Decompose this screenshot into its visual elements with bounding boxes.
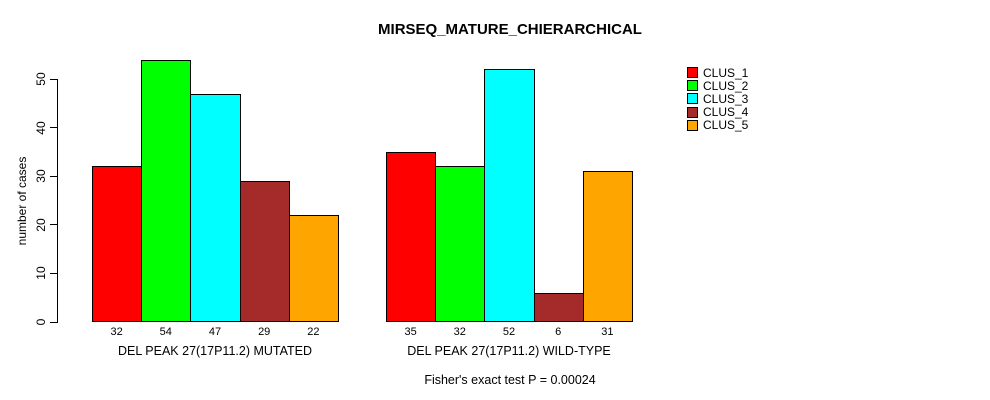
bar-value-label: 31	[601, 326, 614, 338]
legend-label: CLUS_2	[703, 78, 749, 93]
legend-label: CLUS_5	[703, 118, 749, 133]
y-tick	[50, 224, 57, 226]
bar-value-label: 29	[258, 326, 271, 338]
legend-item-CLUS_4: CLUS_4	[687, 106, 748, 119]
legend-swatch	[687, 106, 698, 118]
chart-title: MIRSEQ_MATURE_CHIERARCHICAL	[378, 21, 642, 38]
bar-value-label: 32	[110, 326, 123, 338]
y-axis-line	[57, 79, 58, 323]
bar-CLUS_1-group1	[92, 166, 143, 322]
group-label: DEL PEAK 27(17P11.2) WILD-TYPE	[407, 344, 611, 358]
bar-value-label: 22	[307, 326, 320, 338]
y-tick	[50, 78, 57, 80]
fisher-test-note: Fisher's exact test P = 0.00024	[424, 373, 596, 387]
legend-swatch	[687, 67, 698, 79]
bar-value-label: 47	[208, 326, 222, 338]
legend-swatch	[687, 119, 698, 131]
bar-CLUS_3-group2	[484, 69, 535, 322]
bar-value-label: 32	[453, 326, 466, 338]
bar-CLUS_4-group1	[239, 181, 290, 322]
legend-label: CLUS_1	[703, 65, 749, 80]
y-tick	[50, 175, 57, 177]
legend-item-CLUS_2: CLUS_2	[687, 79, 748, 92]
legend: CLUS_1 CLUS_2 CLUS_3 CLUS_4 CLUS_5	[687, 66, 748, 132]
bar-CLUS_5-group1	[288, 215, 339, 322]
y-tick	[50, 321, 57, 323]
bar-CLUS_5-group2	[582, 171, 633, 322]
bar-CLUS_2-group1	[141, 59, 192, 322]
y-axis-title: number of cases	[15, 156, 29, 246]
y-tick-label: 0	[34, 318, 48, 326]
y-tick	[50, 127, 57, 129]
bar-CLUS_4-group2	[533, 292, 584, 322]
legend-label: CLUS_4	[703, 105, 749, 120]
y-tick-label: 30	[34, 169, 48, 183]
y-tick	[50, 272, 57, 274]
y-tick-label: 20	[34, 218, 48, 232]
legend-swatch	[687, 93, 698, 105]
group-label: DEL PEAK 27(17P11.2) MUTATED	[117, 344, 313, 358]
bar-value-label: 54	[159, 326, 172, 338]
legend-label: CLUS_3	[703, 91, 749, 106]
bar-value-label: 35	[404, 326, 417, 338]
bar-CLUS_3-group1	[190, 93, 241, 322]
y-tick-label: 10	[34, 266, 48, 281]
y-tick-label: 40	[34, 120, 48, 135]
y-tick-label: 50	[34, 72, 48, 86]
legend-swatch	[687, 80, 698, 92]
legend-item-CLUS_5: CLUS_5	[687, 119, 748, 132]
legend-item-CLUS_3: CLUS_3	[687, 92, 748, 105]
bar-value-label: 6	[555, 326, 562, 338]
legend-item-CLUS_1: CLUS_1	[687, 66, 748, 79]
bar-CLUS_2-group2	[435, 166, 486, 322]
bar-CLUS_1-group2	[386, 151, 437, 322]
bar-value-label: 52	[502, 326, 516, 338]
